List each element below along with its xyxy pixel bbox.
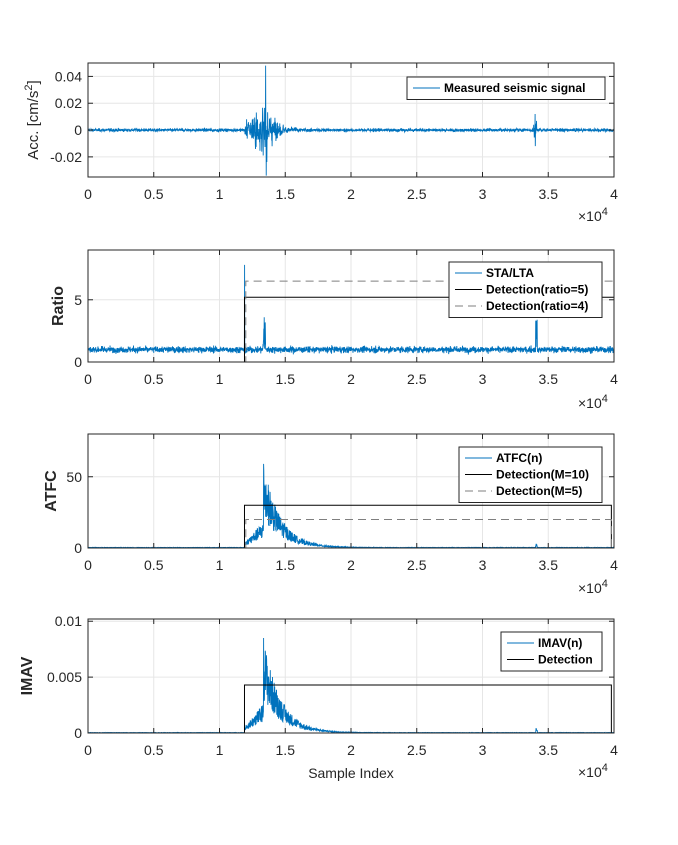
x-tick-label: 1.5 <box>276 186 296 202</box>
legend-label: Detection <box>538 653 593 667</box>
y-axis-label: Acc. [cm/s2] <box>23 80 42 159</box>
legend-label: ATFC(n) <box>496 451 542 465</box>
x-tick-label: 2 <box>347 742 355 758</box>
series-line <box>88 684 614 733</box>
legend-label: Detection(M=10) <box>496 468 589 482</box>
y-tick-label: 5 <box>74 292 82 308</box>
x-tick-label: 3 <box>479 186 487 202</box>
x-tick-label: 1.5 <box>276 557 296 573</box>
x-tick-label: 1 <box>216 557 224 573</box>
x-tick-label: 4 <box>610 186 618 202</box>
y-tick-label: 0 <box>74 354 82 370</box>
x-tick-label: 3.5 <box>539 186 559 202</box>
series-line <box>88 519 614 548</box>
y-tick-label: -0.02 <box>50 149 82 165</box>
x-tick-label: 3 <box>479 742 487 758</box>
series-line <box>88 504 614 548</box>
x-tick-label: 3.5 <box>539 742 559 758</box>
legend-label: Detection(ratio=4) <box>486 299 588 313</box>
x-tick-label: 3 <box>479 371 487 387</box>
x-tick-label: 0 <box>84 742 92 758</box>
x-tick-label: 0 <box>84 371 92 387</box>
y-tick-label: 0 <box>74 540 82 556</box>
x-tick-label: 2.5 <box>407 742 427 758</box>
x-tick-label: 4 <box>610 742 618 758</box>
series-group <box>88 264 614 362</box>
legend-label: STA/LTA <box>486 266 534 280</box>
y-tick-label: 0.005 <box>47 669 82 685</box>
legend: ATFC(n) Detection(M=10) Detection(M=5) <box>458 446 603 503</box>
series-line <box>88 264 614 355</box>
x-multiplier: ×104 <box>578 206 608 224</box>
legend: IMAV(n) Detection <box>500 631 603 672</box>
subplot-4: 0 0.5 1 1.5 2 2.5 3 3.5 4 0 0.005 0.01 ×104 IMAV Sampl… <box>19 613 618 781</box>
y-tick-label: 50 <box>66 469 82 485</box>
y-tick-label: 0.02 <box>55 95 82 111</box>
x-tick-label: 0.5 <box>144 371 164 387</box>
y-axis-label: Ratio <box>50 286 67 326</box>
x-multiplier: ×104 <box>578 393 608 411</box>
legend-label: IMAV(n) <box>538 636 582 650</box>
y-tick-label: 0 <box>74 725 82 741</box>
series-line <box>88 65 614 176</box>
x-axis-label: Sample Index <box>308 765 394 781</box>
subplot-3: 0 0.5 1 1.5 2 2.5 3 3.5 4 0 50 ×104 ATFC ATFC(n) Detec… <box>43 433 618 596</box>
x-tick-label: 0.5 <box>144 742 164 758</box>
legend-label: Measured seismic signal <box>444 81 585 95</box>
legend-box <box>500 631 603 672</box>
x-tick-label: 0 <box>84 186 92 202</box>
legend-box <box>406 76 606 100</box>
x-tick-label: 4 <box>610 371 618 387</box>
x-tick-label: 1.5 <box>276 371 296 387</box>
x-multiplier: ×104 <box>578 578 608 596</box>
y-tick-label: 0.01 <box>55 613 82 629</box>
series-line <box>88 296 614 362</box>
x-tick-label: 2 <box>347 186 355 202</box>
x-tick-label: 0.5 <box>144 186 164 202</box>
y-axis-label: ATFC <box>43 470 60 512</box>
y-tick-label: 0.04 <box>55 68 82 84</box>
x-tick-label: 0.5 <box>144 557 164 573</box>
x-tick-label: 0 <box>84 557 92 573</box>
legend-label: Detection(M=5) <box>496 484 582 498</box>
x-tick-label: 2 <box>347 557 355 573</box>
x-tick-label: 2 <box>347 371 355 387</box>
x-multiplier: ×104 <box>578 762 608 780</box>
x-tick-label: 2.5 <box>407 371 427 387</box>
x-tick-label: 1 <box>216 371 224 387</box>
x-tick-label: 2.5 <box>407 557 427 573</box>
x-tick-label: 2.5 <box>407 186 427 202</box>
legend: STA/LTA Detection(ratio=5) Detection(ratio… <box>448 261 603 318</box>
x-tick-label: 3.5 <box>539 371 559 387</box>
series-line <box>88 280 614 362</box>
legend: Measured seismic signal <box>406 76 606 100</box>
x-tick-label: 4 <box>610 557 618 573</box>
series-group <box>88 65 614 176</box>
x-tick-label: 1.5 <box>276 742 296 758</box>
x-tick-label: 1 <box>216 186 224 202</box>
y-tick-label: 0 <box>74 122 82 138</box>
x-tick-label: 1 <box>216 742 224 758</box>
x-tick-label: 3 <box>479 557 487 573</box>
subplot-1: 0 0.5 1 1.5 2 2.5 3 3.5 4 -0.02 0 0.02 0.04 ×104 Acc. … <box>23 62 618 224</box>
x-tick-label: 3.5 <box>539 557 559 573</box>
subplot-2: 0 0.5 1 1.5 2 2.5 3 3.5 4 0 5 ×104 Ratio STA/LTA Detec… <box>50 249 618 411</box>
legend-label: Detection(ratio=5) <box>486 283 588 297</box>
y-axis-label: IMAV <box>19 656 36 695</box>
